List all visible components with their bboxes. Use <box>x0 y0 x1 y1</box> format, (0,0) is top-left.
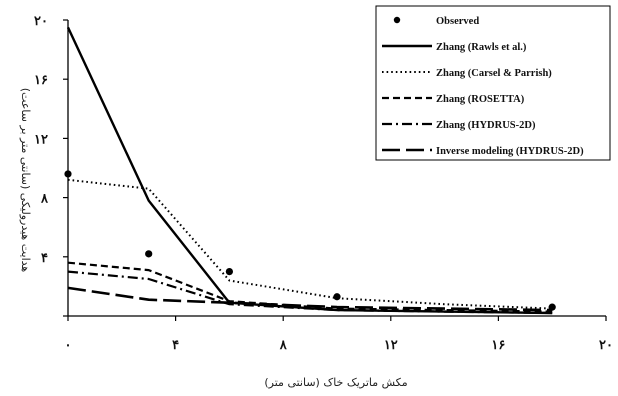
plot-area: ۰ ۴ ۸ ۱۲ ۱۶ ۲۰ ۴ ۸ ۱۲ ۱۶ ۲۰ <box>34 13 613 352</box>
x-tick-label: ۸ <box>279 337 288 352</box>
observed-point <box>145 250 153 258</box>
legend-label: Zhang (ROSETTA) <box>436 94 525 105</box>
observed-point <box>64 170 72 178</box>
y-ticks: ۴ ۸ ۱۲ ۱۶ ۲۰ <box>34 13 68 317</box>
y-tick-label: ۸ <box>40 191 49 206</box>
series-line-solid <box>66 26 553 315</box>
legend-marker-observed <box>393 16 401 24</box>
legend-label: Zhang (Carsel & Parrish) <box>436 68 552 79</box>
legend-items: Observed Zhang (Rawls et al.) Zhang (Carse… <box>382 16 584 157</box>
x-tick-label: ۱۶ <box>491 337 505 352</box>
y-tick-label: ۱۲ <box>34 131 48 146</box>
observed-point <box>333 293 341 301</box>
legend-box <box>375 5 611 161</box>
x-tick-label: ۲۰ <box>599 337 613 352</box>
y-tick-label: ۲۰ <box>34 13 48 28</box>
y-axis-title: هدایت هیدرولیکی (سانتی متر بر ساعت) <box>19 88 32 273</box>
series-line-dashed <box>67 261 553 313</box>
y-tick-label: ۱۶ <box>34 72 48 87</box>
series-line-dashdot <box>67 270 553 315</box>
x-tick-label: ۱۲ <box>384 337 398 352</box>
legend-label: Zhang (Rawls et al.) <box>436 42 527 53</box>
x-tick-label: ۴ <box>172 337 179 352</box>
observed-points <box>64 170 556 311</box>
series-line-dotted <box>67 178 553 310</box>
y-tick-label: ۴ <box>41 250 48 265</box>
legend: Observed Zhang (Rawls et al.) Zhang (Carse… <box>375 5 611 161</box>
x-axis-title: مکش ماتریک خاک (سانتی متر) <box>264 376 407 389</box>
observed-point <box>225 268 233 276</box>
legend-label: Zhang (HYDRUS-2D) <box>436 120 536 131</box>
legend-label: Inverse modeling (HYDRUS-2D) <box>436 146 584 157</box>
series-line-longdash <box>67 286 553 312</box>
observed-point <box>548 303 556 311</box>
series-lines <box>66 26 553 315</box>
x-ticks: ۰ ۴ ۸ ۱۲ ۱۶ ۲۰ <box>65 316 613 352</box>
x-tick-label: ۰ <box>65 337 72 352</box>
legend-label: Observed <box>436 16 479 27</box>
